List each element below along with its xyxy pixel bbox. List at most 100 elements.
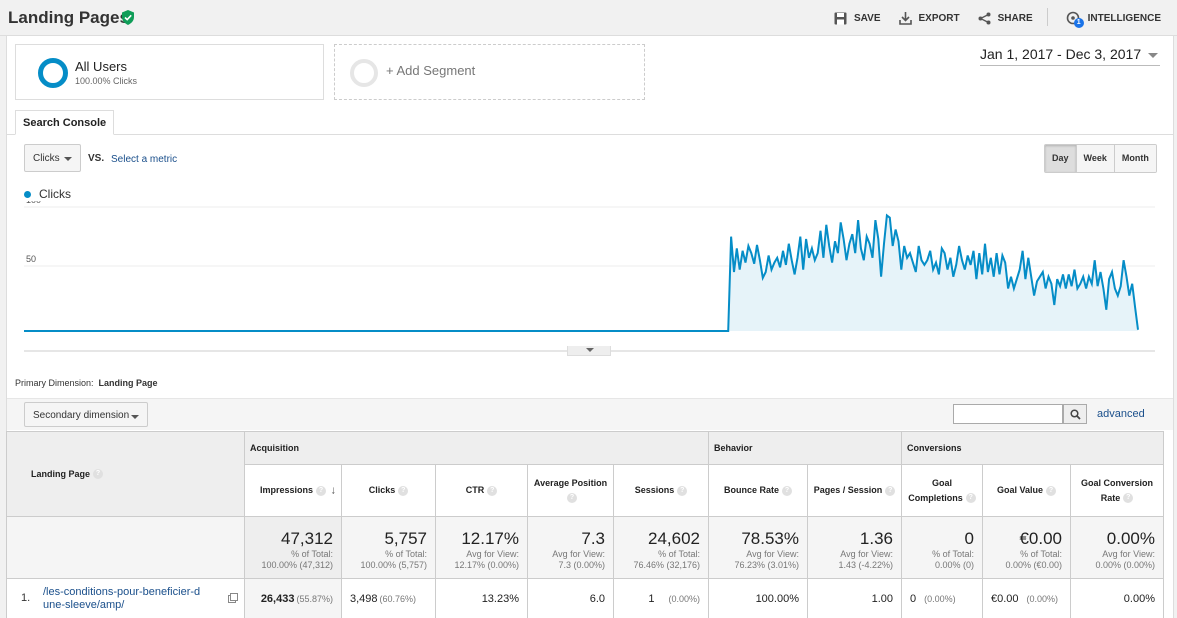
column-header-label: Average Position [533, 477, 608, 488]
total-goal-value: €0.00% of Total: 0.00% (€0.00) [982, 516, 1071, 579]
date-range-label: Jan 1, 2017 - Dec 3, 2017 [980, 46, 1142, 62]
help-icon[interactable]: ? [1123, 493, 1134, 504]
legend-dot-icon [24, 190, 31, 198]
secondary-dimension-dropdown[interactable]: Secondary dimension [24, 402, 148, 427]
total-note-detail: 76.23% (3.01%) [734, 560, 799, 570]
y-tick-label: 50 [26, 254, 36, 264]
total-goal-conversion-rate: 0.00% Avg for View: 0.00% (0.00%) [1070, 516, 1164, 579]
help-icon[interactable]: ? [487, 485, 498, 496]
group-conversions: Conversions [901, 431, 1164, 465]
page-title: Landing Pages [8, 8, 129, 27]
total-note: Avg for View: [746, 549, 799, 559]
primary-dimension-value[interactable]: Landing Page [98, 378, 158, 388]
column-header-goal-conversion-rate[interactable]: Goal Conversion Rate? [1070, 464, 1164, 517]
column-header-bounce-rate[interactable]: Bounce Rate? [708, 464, 808, 517]
help-icon[interactable]: ? [316, 485, 327, 496]
total-note: % of Total: [932, 549, 974, 559]
total-note: % of Total: [291, 549, 333, 559]
toolbar-divider [1046, 8, 1048, 26]
total-value: 24,602 [648, 529, 700, 548]
column-header-impressions[interactable]: Impressions? ↓ [244, 464, 342, 517]
help-icon[interactable]: ? [93, 469, 104, 480]
help-icon[interactable]: ? [965, 493, 976, 504]
export-button[interactable]: EXPORT [898, 10, 960, 26]
granularity-day-button[interactable]: Day [1045, 145, 1077, 172]
add-segment-label: + Add Segment [386, 63, 476, 78]
save-button[interactable]: SAVE [834, 10, 881, 26]
goal-completions-value: 0 [910, 592, 917, 605]
tab-search-console[interactable]: Search Console [15, 110, 115, 135]
help-icon[interactable]: ? [398, 485, 409, 496]
help-icon[interactable]: ? [1046, 485, 1057, 496]
granularity-month-button[interactable]: Month [1114, 145, 1156, 172]
help-icon[interactable]: ? [885, 485, 896, 496]
total-value: 12.17% [461, 529, 519, 548]
total-note-detail: 12.17% (0.00%) [454, 560, 519, 570]
help-icon[interactable]: ? [567, 493, 577, 504]
primary-dimension-label: Primary Dimension: [15, 378, 94, 388]
report-header: Landing Pages SAVE EXPORT SHARE 1 INTELL… [0, 0, 1177, 36]
total-value: 5,757 [384, 529, 427, 548]
chevron-down-icon [64, 157, 72, 161]
sessions-value: 1 [648, 592, 655, 605]
ctr-cell: 13.23% [435, 578, 528, 618]
goal-value-percent: (0.00%) [1026, 593, 1059, 604]
granularity-toggle: Day Week Month [1044, 144, 1157, 173]
intelligence-icon [1066, 11, 1079, 24]
intelligence-button[interactable]: 1 INTELLIGENCE [1066, 10, 1161, 28]
share-button[interactable]: SHARE [978, 10, 1033, 26]
select-metric-link[interactable]: Select a metric [111, 154, 178, 165]
caret-down-icon [586, 348, 594, 352]
chevron-down-icon [131, 415, 139, 419]
column-header-label: Sessions [634, 485, 675, 495]
segment-all-users[interactable]: All Users 100.00% Clicks [15, 44, 324, 100]
metric-dropdown-label: Clicks [33, 153, 60, 164]
group-behavior: Behavior [708, 431, 902, 465]
intelligence-badge: 1 [1073, 18, 1084, 28]
clicks-value: 3,498 [350, 592, 378, 605]
help-icon[interactable]: ? [782, 485, 792, 496]
impressions-value: 26,433 [260, 592, 295, 605]
sort-descending-icon[interactable]: ↓ [330, 484, 337, 496]
column-header-ctr[interactable]: CTR? [435, 464, 528, 517]
column-header-average-position[interactable]: Average Position? [527, 464, 614, 517]
column-header-clicks[interactable]: Clicks? [341, 464, 436, 517]
table-search-button[interactable] [1063, 404, 1087, 424]
column-header-label: Clicks [368, 485, 396, 495]
date-range-picker[interactable]: Jan 1, 2017 - Dec 3, 2017 [980, 46, 1160, 66]
column-header-goal-completions[interactable]: Goal Completions? [901, 464, 983, 517]
add-segment-button[interactable]: + Add Segment [334, 44, 645, 100]
metric-dropdown[interactable]: Clicks [24, 144, 81, 172]
open-external-icon[interactable] [228, 593, 238, 603]
table-search-input[interactable] [953, 404, 1063, 424]
total-note: % of Total: [658, 549, 700, 559]
column-header-label: Goal Value [996, 485, 1044, 495]
chart-collapse-toggle[interactable] [567, 346, 611, 356]
landing-page-link[interactable]: /les-conditions-pour-beneficier-dune-sle… [43, 585, 201, 611]
advanced-filter-link[interactable]: advanced [1097, 408, 1145, 420]
granularity-week-button[interactable]: Week [1076, 145, 1115, 172]
report-panel: All Users 100.00% Clicks + Add Segment J… [6, 36, 1174, 618]
help-icon[interactable]: ? [677, 485, 688, 496]
column-header-sessions[interactable]: Sessions? [613, 464, 709, 517]
intelligence-label: INTELLIGENCE [1087, 12, 1161, 24]
total-value: 0 [964, 529, 974, 548]
table-row[interactable]: 1. /les-conditions-pour-beneficier-dune-… [6, 578, 1164, 618]
dimension-header[interactable]: Landing Page? [6, 431, 245, 517]
total-value: 47,312 [281, 529, 333, 548]
total-sessions: 24,602% of Total: 76.46% (32,176) [613, 516, 709, 579]
clicks-chart: 10050April 2017July 2017October 2017 [24, 201, 1155, 352]
total-note-detail: 76.46% (32,176) [633, 560, 700, 570]
totals-label-cell [6, 516, 245, 579]
goal-completions-percent: (0.00%) [924, 593, 956, 604]
vs-label: VS. [88, 153, 105, 164]
column-header-goal-value[interactable]: Goal Value? [982, 464, 1071, 517]
pages-session-cell: 1.00 [807, 578, 902, 618]
report-table: Landing Page? Acquisition Behavior Conve… [6, 431, 1164, 618]
column-header-label: Impressions [259, 485, 314, 495]
dimension-header-label: Landing Page [31, 468, 91, 479]
total-clicks: 5,757% of Total: 100.00% (5,757) [341, 516, 436, 579]
save-label: SAVE [854, 12, 881, 24]
total-note: Avg for View: [552, 549, 605, 559]
column-header-pages-session[interactable]: Pages / Session? [807, 464, 902, 517]
